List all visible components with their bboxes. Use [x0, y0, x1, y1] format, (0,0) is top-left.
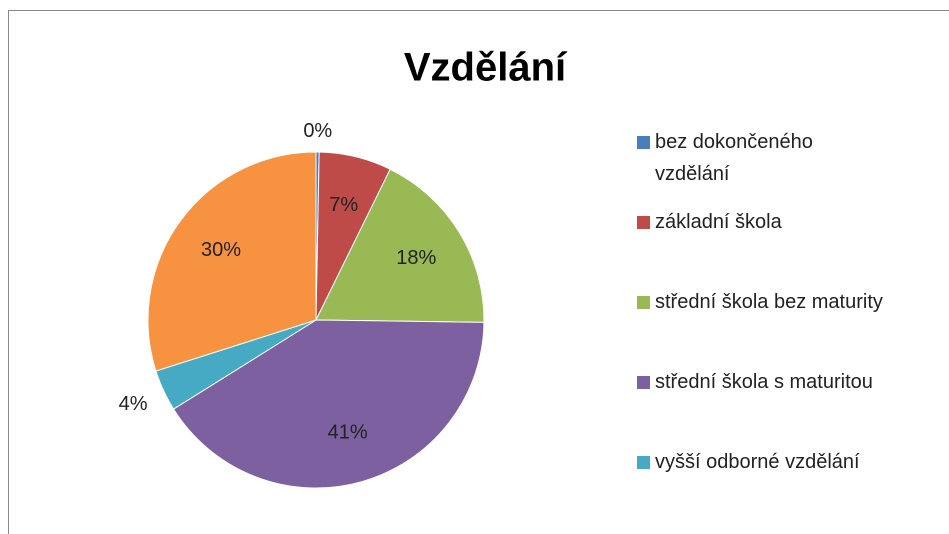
legend-label: střední škola s maturitou [655, 371, 873, 393]
legend-swatch [637, 376, 650, 389]
data-label: 18% [396, 247, 436, 269]
legend-entry: vyšší odborné vzdělání [637, 446, 860, 478]
chart-border [8, 10, 949, 534]
data-label: 7% [329, 194, 358, 216]
pie-slice [147, 151, 317, 372]
pie-slice [172, 319, 485, 489]
data-label: 30% [201, 239, 241, 261]
data-label: 0% [303, 120, 332, 142]
legend-swatch [637, 296, 650, 309]
legend-entry: střední škola s maturitou [637, 366, 873, 398]
data-label: 41% [328, 422, 368, 444]
pie-slice [315, 168, 485, 323]
legend-label: bez dokončeného vzdělání [655, 131, 813, 185]
legend-entry: základní škola [637, 206, 782, 238]
legend-swatch [637, 456, 650, 469]
legend-swatch [637, 216, 650, 229]
data-label: 4% [119, 393, 148, 415]
legend-swatch [637, 136, 650, 149]
legend-label: základní škola [655, 211, 782, 233]
chart-title: Vzdělání [404, 46, 568, 90]
legend-label: vyšší odborné vzdělání [655, 451, 860, 473]
legend-entry: bez dokončeného vzdělání [637, 126, 855, 190]
legend-entry: střední škola bez maturity [637, 286, 883, 318]
legend-label: střední škola bez maturity [655, 291, 883, 313]
